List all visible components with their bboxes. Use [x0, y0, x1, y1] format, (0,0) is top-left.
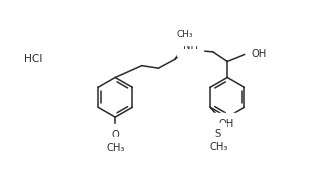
Text: OH: OH: [219, 119, 234, 129]
Text: S: S: [214, 129, 221, 139]
Text: O: O: [111, 130, 119, 140]
Text: OH: OH: [252, 49, 267, 59]
Text: NH: NH: [183, 41, 198, 51]
Text: CH₃: CH₃: [106, 143, 124, 153]
Text: CH₃: CH₃: [209, 142, 228, 152]
Text: HCl: HCl: [24, 54, 42, 64]
Text: CH₃: CH₃: [176, 30, 193, 39]
